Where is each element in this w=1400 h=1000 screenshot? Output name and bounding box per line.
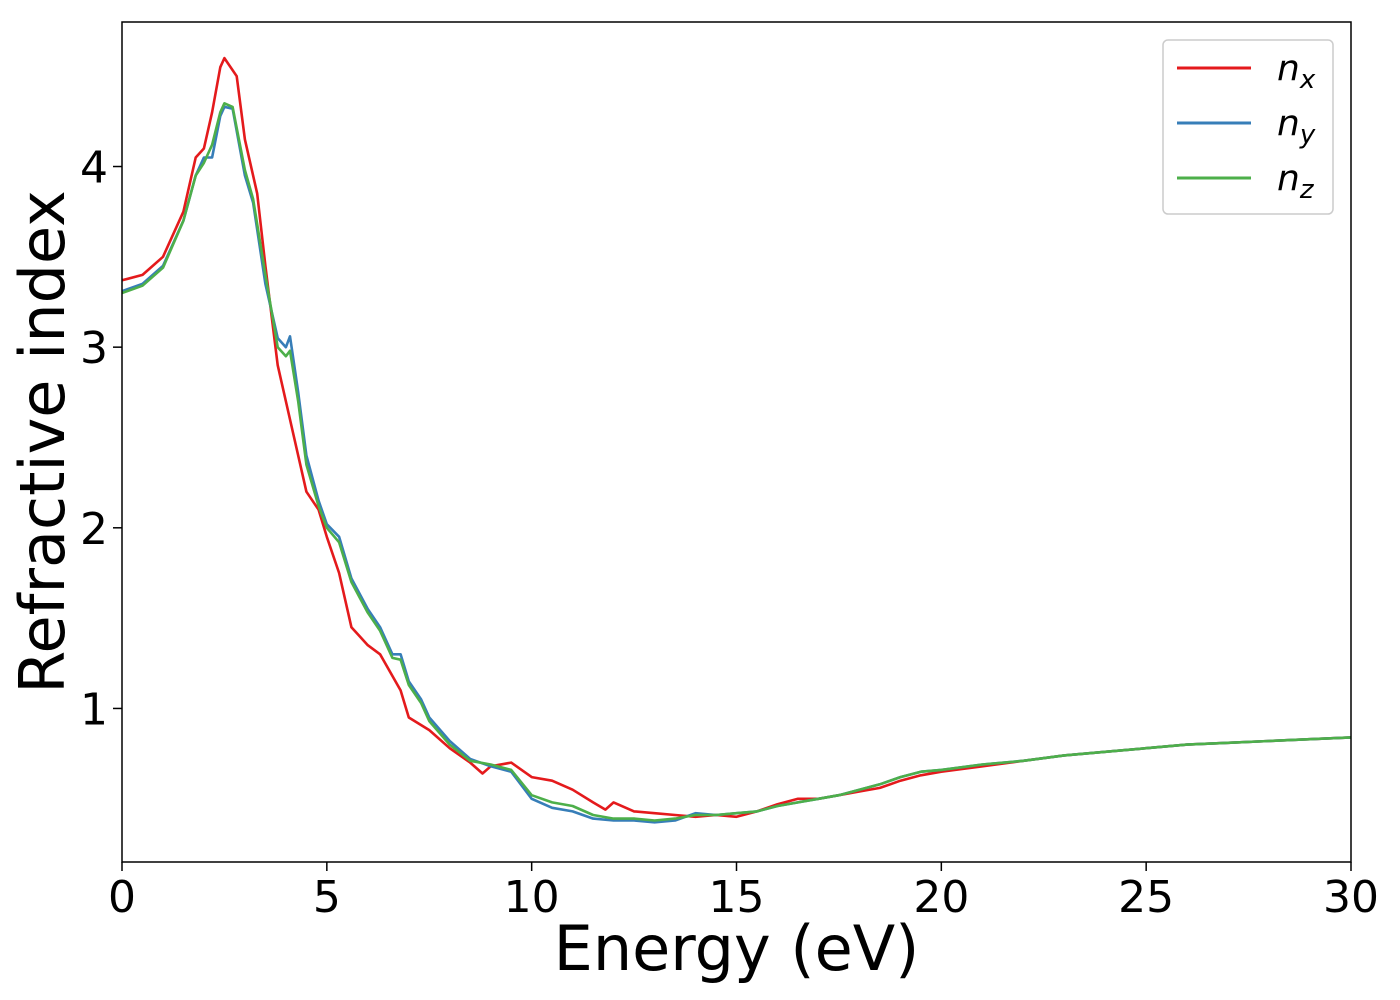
y-axis-ticks: 1 2 3 4 — [80, 143, 122, 735]
y-tick-label: 3 — [80, 323, 108, 374]
x-tick-label: 30 — [1323, 872, 1379, 923]
x-tick-label: 5 — [313, 872, 341, 923]
x-tick-label: 25 — [1118, 872, 1174, 923]
series-line-nz — [121, 102, 1352, 822]
x-axis-ticks: 0 5 10 15 20 25 30 — [108, 862, 1379, 923]
y-tick-label: 1 — [80, 684, 108, 735]
legend-label-nx: nx — [1277, 48, 1316, 95]
legend-label-main: n — [1277, 158, 1300, 199]
legend-label-nz: nz — [1277, 158, 1315, 205]
legend-label-main: n — [1277, 103, 1300, 144]
x-tick-label: 0 — [108, 872, 136, 923]
x-tick-label: 15 — [709, 872, 765, 923]
legend-label-subscript: z — [1299, 175, 1315, 205]
legend-box — [1162, 39, 1334, 215]
y-tick-label: 2 — [80, 504, 108, 555]
legend-label-main: n — [1277, 48, 1300, 89]
x-tick-label: 20 — [913, 872, 969, 923]
y-axis-label: Refractive index — [6, 190, 79, 694]
y-tick-label: 4 — [80, 143, 108, 194]
series-line-nx — [121, 56, 1352, 819]
legend-label-subscript: y — [1299, 120, 1316, 150]
x-axis-label: Energy (eV) — [554, 912, 920, 985]
legend-label-ny: ny — [1277, 103, 1316, 150]
x-tick-label: 10 — [504, 872, 560, 923]
series-lines — [121, 56, 1352, 824]
legend-label-subscript: x — [1299, 65, 1316, 95]
